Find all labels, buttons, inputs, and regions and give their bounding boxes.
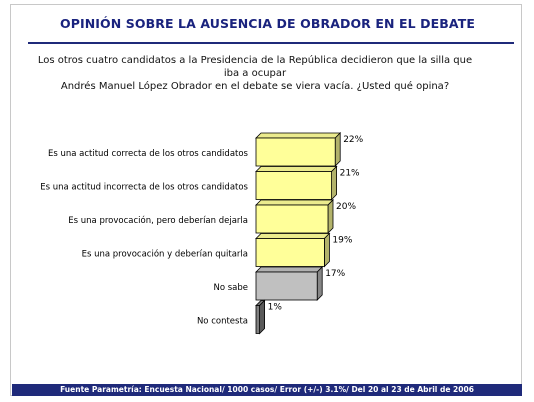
bar-2 — [255, 204, 329, 234]
bar-top-0 — [255, 132, 342, 139]
bar-top-4 — [255, 266, 324, 273]
bar-3 — [255, 238, 325, 267]
source-footer: Fuente Parametría: Encuesta Nacional/ 10… — [12, 384, 522, 396]
bar-1 — [255, 171, 332, 200]
bar-side-3 — [323, 232, 330, 268]
title-underline — [28, 42, 514, 44]
category-label-0: Es una actitud correcta de los otros can… — [48, 149, 249, 159]
question-line-1: Los otros cuatro candidatos a la Preside… — [37, 55, 473, 79]
value-label-5: 1% — [268, 303, 283, 313]
bar-side-4 — [316, 266, 323, 301]
value-label-2: 20% — [336, 202, 356, 212]
value-label-3: 19% — [332, 236, 352, 246]
category-label-1: Es una actitud incorrecta de los otros c… — [40, 183, 248, 193]
bar-5 — [255, 305, 260, 334]
category-label-5: No contesta — [197, 317, 248, 327]
bar-top-3 — [255, 233, 331, 239]
bar-4 — [255, 271, 318, 301]
bar-side-0 — [334, 132, 341, 167]
category-label-3: Es una provocación y deberían quitarla — [82, 249, 248, 260]
category-label-2: Es una provocación, pero deberían dejarl… — [68, 215, 248, 226]
bar-top-2 — [255, 199, 334, 206]
value-label-1: 21% — [340, 169, 360, 179]
page-title: OPINIÓN SOBRE LA AUSENCIA DE OBRADOR EN … — [60, 16, 475, 31]
bar-top-1 — [255, 166, 338, 172]
category-label-4: No sabe — [213, 283, 248, 293]
bar-0 — [255, 137, 336, 167]
bar-side-1 — [331, 165, 338, 201]
survey-question: Los otros cuatro candidatos a la Preside… — [30, 54, 480, 93]
value-label-4: 17% — [325, 269, 345, 279]
bar-side-2 — [327, 199, 334, 234]
value-label-0: 22% — [343, 135, 363, 145]
bar-side-5 — [259, 299, 266, 335]
question-line-2: Andrés Manuel López Obrador en el debate… — [60, 81, 450, 92]
